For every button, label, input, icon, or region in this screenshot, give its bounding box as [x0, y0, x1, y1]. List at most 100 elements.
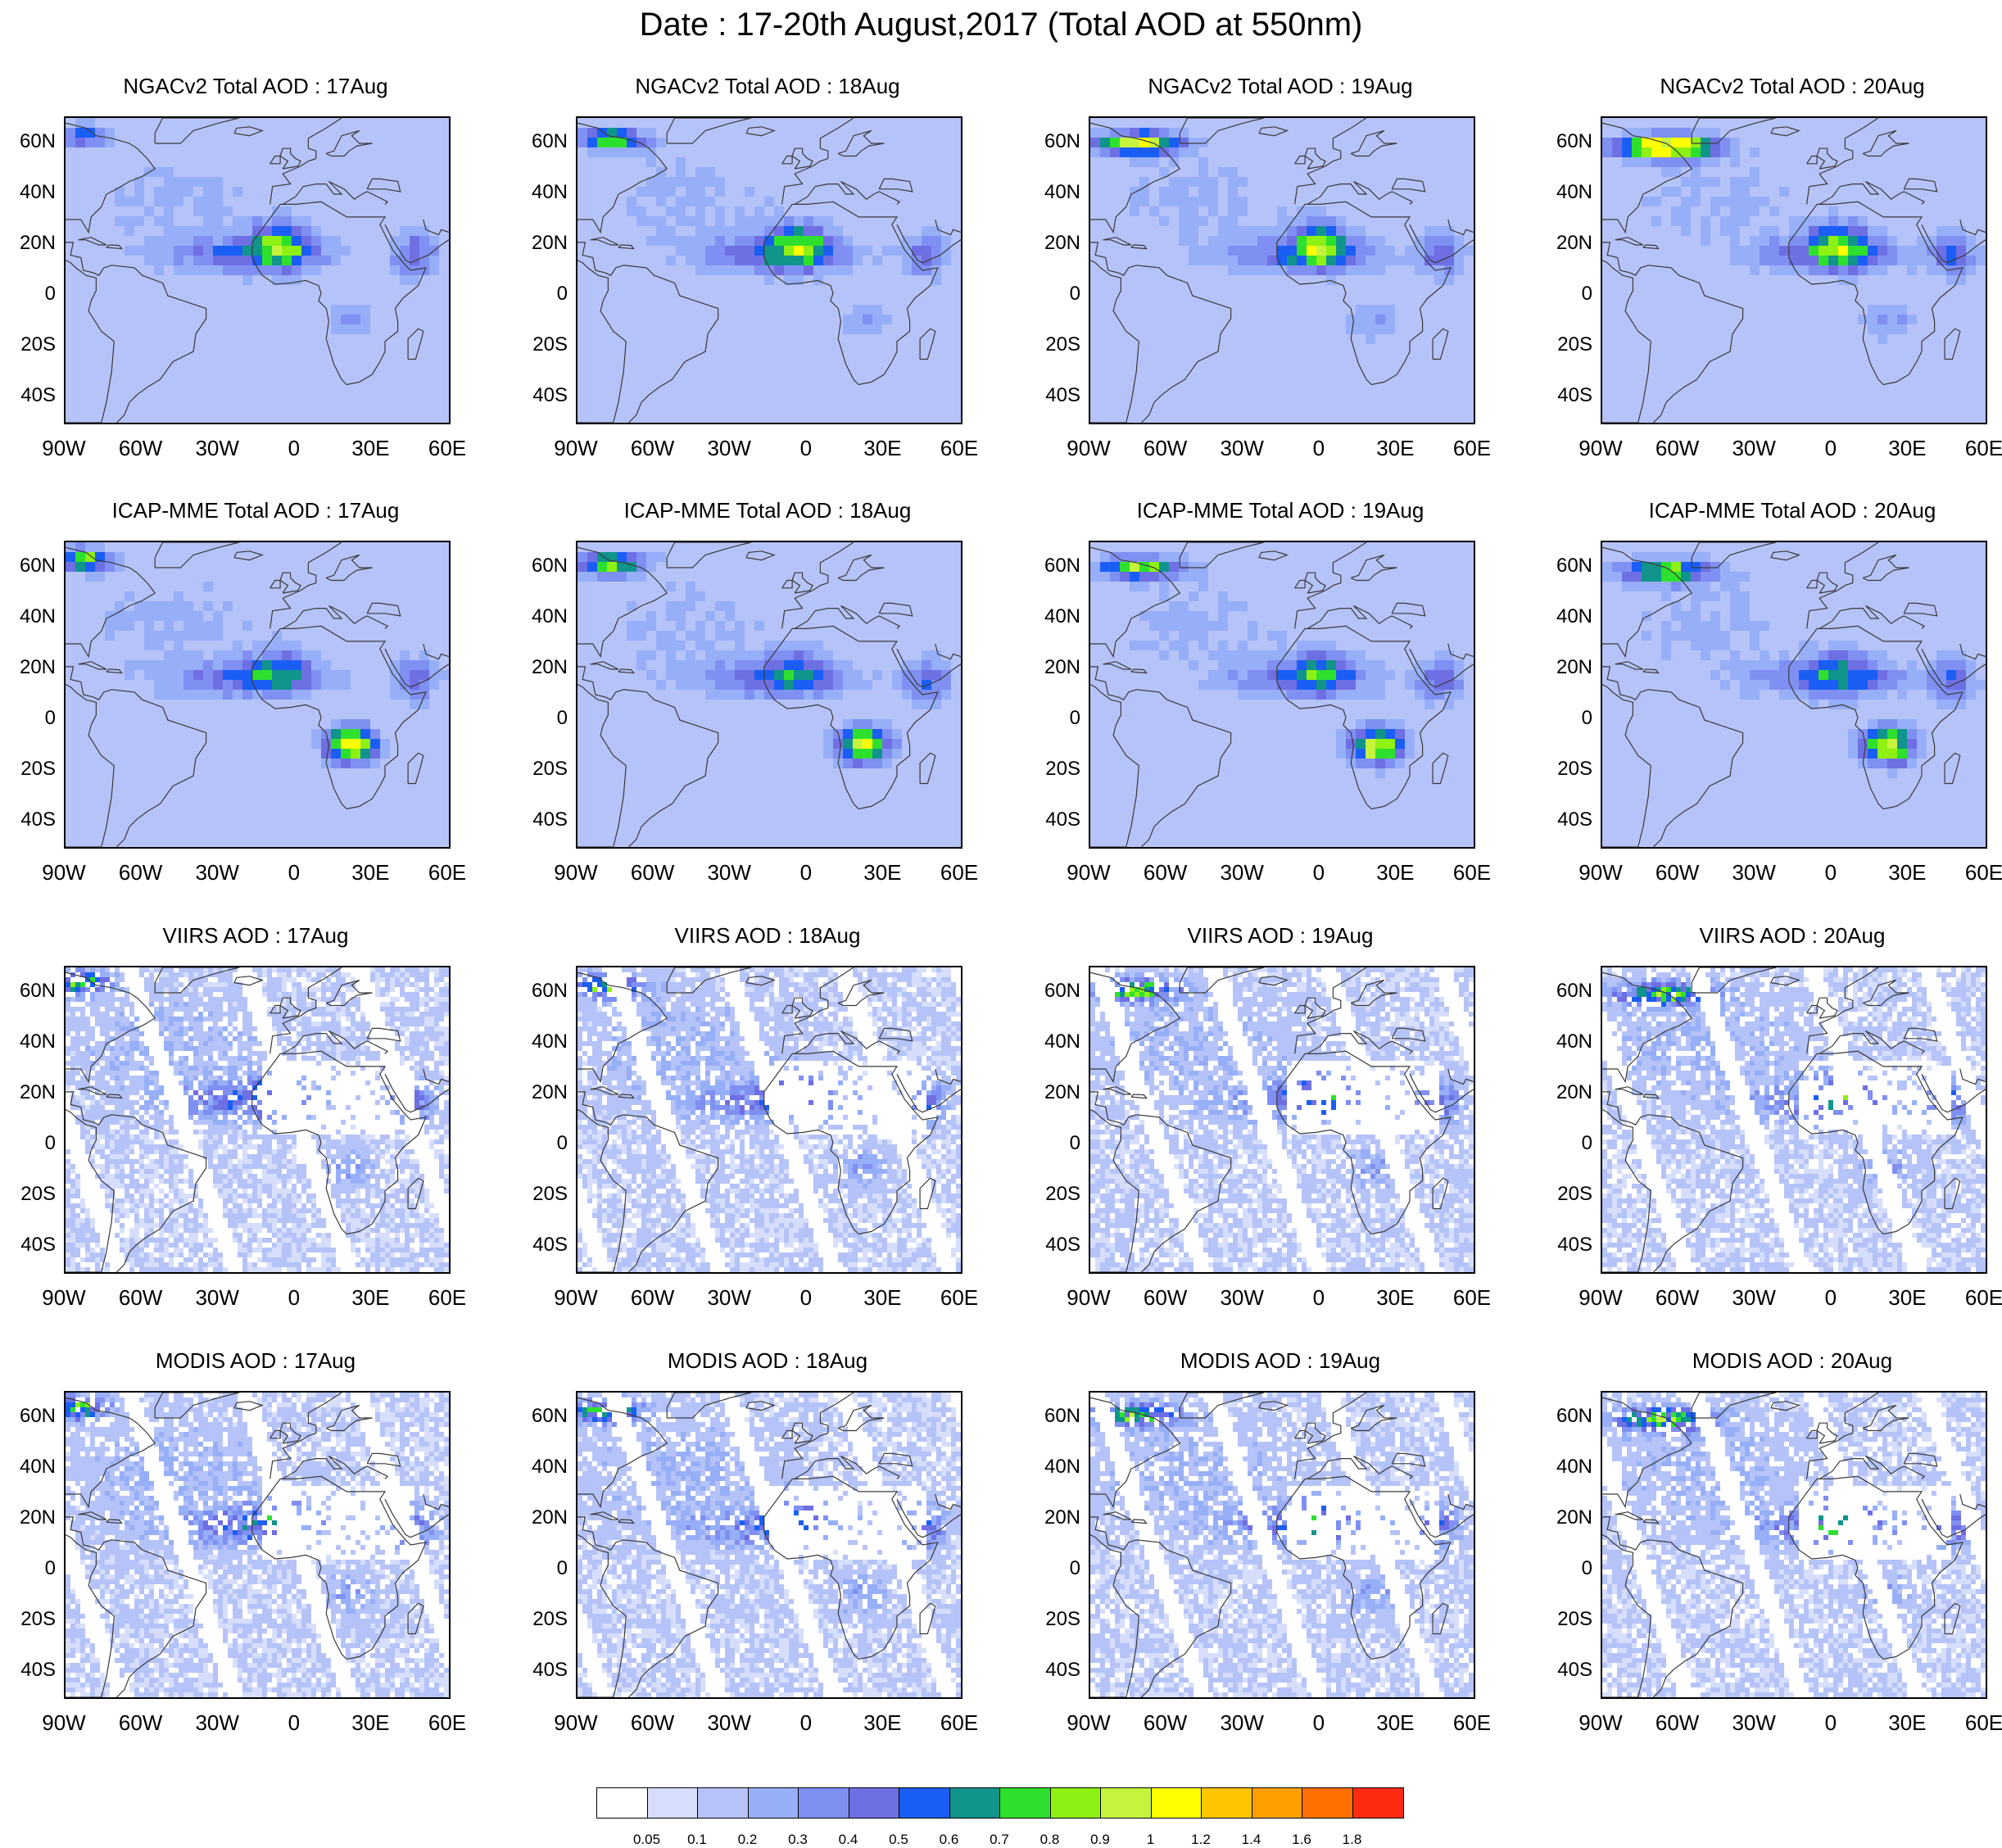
longitude-tick-label: 60E: [1435, 1285, 1509, 1311]
colorbar-label: 1: [1130, 1832, 1171, 1848]
latitude-tick-label: 60N: [519, 555, 568, 578]
longitude-tick-label: 0: [1794, 1285, 1868, 1311]
aod-field: [1090, 967, 1474, 1272]
colorbar-swatch: [899, 1787, 950, 1819]
aod-field: [1090, 118, 1474, 423]
longitude-tick-label: 0: [1282, 1285, 1356, 1311]
colorbar-swatch: [1151, 1787, 1203, 1819]
latitude-tick-label: 40S: [1031, 384, 1080, 407]
latitude-tick-label: 20N: [1031, 232, 1080, 255]
latitude-tick-label: 40S: [1031, 1234, 1080, 1257]
longitude-tick-label: 30W: [692, 1710, 766, 1736]
latitude-tick-label: 20S: [1543, 1608, 1592, 1631]
colorbar-swatch: [1100, 1787, 1152, 1819]
longitude-tick-label: 60W: [104, 860, 178, 886]
colorbar-label: 0.7: [979, 1832, 1020, 1848]
aod-map: [1601, 116, 1987, 424]
aod-field: [1602, 1393, 1986, 1697]
longitude-tick-label: 60W: [104, 1710, 178, 1736]
latitude-tick-label: 40S: [519, 384, 568, 407]
aod-field: [1090, 1393, 1474, 1697]
aod-map: [576, 1391, 962, 1699]
latitude-tick-label: 60N: [1543, 130, 1592, 153]
longitude-tick-label: 30W: [180, 1710, 254, 1736]
longitude-tick-label: 90W: [539, 1710, 613, 1736]
latitude-tick-label: 0: [7, 283, 56, 306]
aod-map: [1601, 966, 1987, 1274]
latitude-tick-label: 40N: [1031, 1030, 1080, 1053]
longitude-tick-label: 60W: [616, 436, 690, 461]
aod-field: [1602, 118, 1986, 423]
aod-field: [66, 967, 449, 1272]
colorbar-label: 0.8: [1030, 1832, 1071, 1848]
panel-title: NGACv2 Total AOD : 20Aug: [1568, 74, 2002, 99]
longitude-tick-label: 90W: [27, 1285, 101, 1311]
longitude-tick-label: 60E: [922, 1285, 996, 1311]
colorbar-swatch: [1252, 1787, 1303, 1819]
aod-map: [1089, 116, 1475, 424]
longitude-tick-label: 90W: [1564, 436, 1637, 461]
latitude-tick-label: 20N: [1543, 1081, 1592, 1104]
latitude-tick-label: 20S: [519, 333, 568, 356]
latitude-tick-label: 40N: [519, 605, 568, 628]
panel-title: ICAP-MME Total AOD : 19Aug: [1056, 498, 1505, 523]
latitude-tick-label: 60N: [1543, 980, 1592, 1003]
colorbar-label: 1.6: [1281, 1832, 1322, 1848]
latitude-tick-label: 20N: [1031, 1081, 1080, 1104]
latitude-tick-label: 40S: [519, 1659, 568, 1682]
latitude-tick-label: 60N: [1031, 1405, 1080, 1428]
latitude-tick-label: 0: [1031, 1132, 1080, 1155]
longitude-tick-label: 60W: [1129, 860, 1203, 886]
longitude-tick-label: 30E: [845, 1285, 919, 1311]
longitude-tick-label: 60W: [616, 860, 690, 886]
latitude-tick-label: 40N: [7, 181, 56, 204]
longitude-tick-label: 60W: [1641, 1710, 1714, 1736]
longitude-tick-label: 90W: [1564, 1285, 1637, 1311]
latitude-tick-label: 40N: [519, 1456, 568, 1479]
latitude-tick-label: 20S: [1031, 333, 1080, 356]
longitude-tick-label: 90W: [1052, 1710, 1126, 1736]
latitude-tick-label: 20S: [7, 333, 56, 356]
panel-title: ICAP-MME Total AOD : 20Aug: [1568, 498, 2002, 523]
longitude-tick-label: 60W: [1641, 436, 1714, 461]
aod-map: [576, 116, 962, 424]
panel-title: MODIS AOD : 18Aug: [543, 1348, 992, 1374]
latitude-tick-label: 40S: [7, 1234, 56, 1257]
colorbar-label: 1.8: [1332, 1832, 1373, 1848]
aod-map: [576, 966, 962, 1274]
longitude-tick-label: 0: [1794, 860, 1868, 886]
latitude-tick-label: 60N: [1031, 130, 1080, 153]
longitude-tick-label: 60W: [1641, 1285, 1714, 1311]
latitude-tick-label: 20S: [7, 1183, 56, 1206]
longitude-tick-label: 60E: [1947, 436, 2002, 461]
longitude-tick-label: 0: [769, 1285, 843, 1311]
latitude-tick-label: 40N: [1543, 605, 1592, 628]
longitude-tick-label: 30E: [1870, 1710, 1944, 1736]
latitude-tick-label: 40N: [7, 605, 56, 628]
longitude-tick-label: 0: [1282, 436, 1356, 461]
latitude-tick-label: 0: [1543, 283, 1592, 306]
longitude-tick-label: 60W: [616, 1285, 690, 1311]
colorbar-swatch: [647, 1787, 699, 1819]
latitude-tick-label: 60N: [7, 555, 56, 578]
latitude-tick-label: 40S: [1543, 1234, 1592, 1257]
latitude-tick-label: 20S: [1543, 1183, 1592, 1206]
longitude-tick-label: 0: [257, 1710, 331, 1736]
longitude-tick-label: 0: [257, 860, 331, 886]
colorbar-label: 0.6: [929, 1832, 970, 1848]
longitude-tick-label: 90W: [539, 860, 613, 886]
latitude-tick-label: 20N: [7, 232, 56, 255]
longitude-tick-label: 60E: [1947, 1710, 2002, 1736]
longitude-tick-label: 0: [257, 1285, 331, 1311]
latitude-tick-label: 0: [7, 707, 56, 730]
longitude-tick-label: 0: [1794, 436, 1868, 461]
latitude-tick-label: 20N: [1543, 232, 1592, 255]
colorbar-label: 1.2: [1180, 1832, 1221, 1848]
latitude-tick-label: 0: [1031, 1557, 1080, 1580]
longitude-tick-label: 60E: [922, 436, 996, 461]
colorbar-swatch: [697, 1787, 749, 1819]
longitude-tick-label: 0: [1282, 860, 1356, 886]
latitude-tick-label: 20N: [1031, 656, 1080, 679]
panel-title: NGACv2 Total AOD : 18Aug: [543, 74, 992, 99]
colorbar-swatch: [1302, 1787, 1353, 1819]
